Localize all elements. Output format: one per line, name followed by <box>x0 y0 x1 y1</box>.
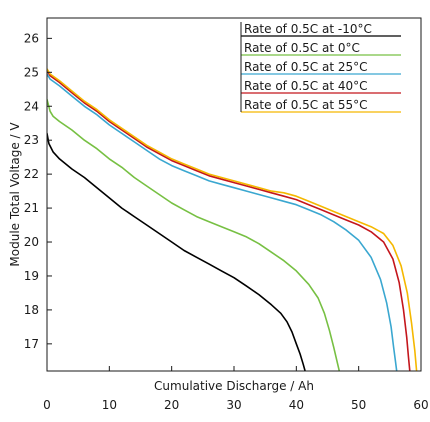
series-line-4 <box>47 69 411 371</box>
legend-label-4: Rate of 0.5C at 40°C <box>244 79 368 93</box>
y-tick-label: 26 <box>24 31 39 45</box>
x-tick-label: 60 <box>413 398 428 412</box>
legend: Rate of 0.5C at -10°C Rate of 0.5C at 0°C… <box>240 22 401 113</box>
legend-label-1: Rate of 0.5C at -10°C <box>244 22 372 36</box>
x-axis-ticks: 0 10 20 30 40 50 60 <box>43 366 429 412</box>
x-tick-label: 20 <box>164 398 179 412</box>
x-tick-label: 40 <box>289 398 304 412</box>
y-tick-label: 21 <box>24 201 39 215</box>
y-tick-label: 19 <box>24 269 39 283</box>
series-line-3 <box>47 73 398 371</box>
series-line-1 <box>47 132 306 371</box>
plot-lines <box>47 68 418 371</box>
legend-label-5: Rate of 0.5C at 55°C <box>244 98 368 112</box>
y-axis-title: Module Total Voltage / V <box>8 122 22 267</box>
x-tick-label: 10 <box>102 398 117 412</box>
y-tick-label: 20 <box>24 235 39 249</box>
y-tick-label: 23 <box>24 133 39 147</box>
legend-label-3: Rate of 0.5C at 25°C <box>244 60 368 74</box>
series-line-5 <box>47 68 418 371</box>
y-tick-label: 17 <box>24 337 39 351</box>
y-tick-label: 24 <box>24 99 39 113</box>
x-tick-label: 0 <box>43 398 51 412</box>
y-tick-label: 25 <box>24 65 39 79</box>
y-tick-label: 22 <box>24 167 39 181</box>
x-axis-title: Cumulative Discharge / Ah <box>154 379 314 393</box>
series-line-2 <box>47 98 341 371</box>
x-tick-label: 50 <box>351 398 366 412</box>
y-tick-label: 18 <box>24 303 39 317</box>
x-tick-label: 30 <box>226 398 241 412</box>
legend-label-2: Rate of 0.5C at 0°C <box>244 41 360 55</box>
y-axis-ticks: 17 18 19 20 21 22 23 24 25 26 <box>24 31 52 351</box>
